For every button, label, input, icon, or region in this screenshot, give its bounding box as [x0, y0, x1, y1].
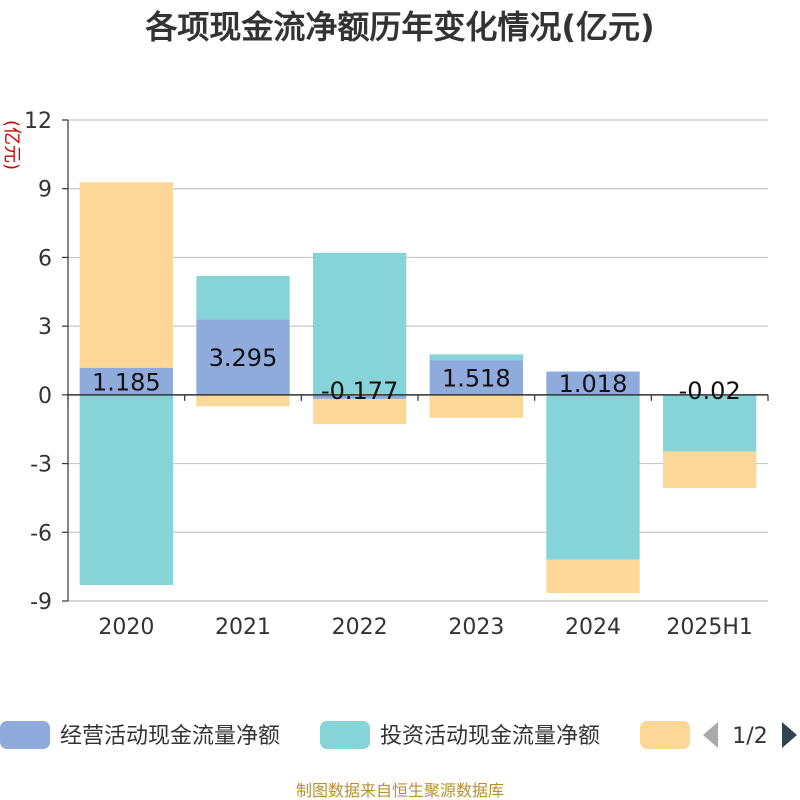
bar-series-3-2025H1[interactable] [663, 451, 757, 489]
chart-title: 各项现金流净额历年变化情况(亿元) [145, 8, 654, 46]
x-tick-label: 2022 [332, 615, 388, 640]
data-labels-group: 1.185 3.295 -0.177 1.518 1.018 -0.02 [92, 344, 741, 405]
bar-series-2-2025H1[interactable] [663, 395, 757, 452]
bar-series-1-2022[interactable] [313, 394, 407, 399]
bar-series-2-2023[interactable] [429, 354, 523, 361]
legend-swatch-1[interactable] [0, 721, 50, 749]
legend-label-1[interactable]: 经营活动现金流量净额 [60, 724, 280, 749]
y-tick-label: 6 [38, 246, 52, 271]
bar-series-2-2021[interactable] [196, 275, 290, 320]
legend-swatch-2[interactable] [320, 721, 370, 749]
bar-series-3-2022[interactable] [313, 398, 407, 425]
y-tick-label: 0 [38, 384, 52, 409]
data-label: 1.518 [442, 364, 511, 392]
y-axis-unit-label: (亿元) [1, 120, 22, 170]
bar-series-1-2021[interactable] [196, 319, 290, 395]
legend-label-2[interactable]: 投资活动现金流量净额 [380, 724, 600, 749]
bar-series-3-2020[interactable] [79, 182, 173, 368]
y-tick-label: -6 [30, 521, 52, 546]
bar-series-2-2022[interactable] [313, 252, 407, 395]
bar-series-1-2024[interactable] [546, 371, 640, 395]
legend-swatch-3[interactable] [640, 721, 690, 749]
bar-series-3-2023[interactable] [429, 394, 523, 418]
bar-series-1-2020[interactable] [79, 367, 173, 395]
bar-series-1-2023[interactable] [429, 360, 523, 395]
x-tick-label: 2024 [565, 615, 621, 640]
y-tick-label: 9 [38, 178, 52, 203]
bar-series-3-2024[interactable] [546, 559, 640, 593]
legend-page-indicator: 1/2 [732, 724, 767, 749]
data-label: 1.185 [92, 368, 161, 396]
y-tick-label: -3 [30, 453, 52, 478]
data-label: 3.295 [209, 344, 278, 372]
bar-series-3-2021[interactable] [196, 394, 290, 407]
data-label: -0.177 [321, 377, 398, 405]
bars-group [79, 182, 757, 593]
axes-group: 12 9 6 3 0 -3 -6 -9 2020 2021 2022 2023 2024 2025H1 [24, 109, 769, 640]
x-tick-label: 2025H1 [666, 615, 753, 640]
x-tick-label: 2020 [98, 615, 154, 640]
bar-series-2-2024[interactable] [546, 394, 640, 560]
y-tick-label: 3 [38, 315, 52, 340]
x-tick-label: 2021 [215, 615, 271, 640]
legend-next-page-arrow[interactable] [782, 722, 797, 748]
source-note: 制图数据来自恒生聚源数据库 [296, 781, 504, 800]
y-tick-label: 12 [24, 109, 52, 134]
data-label: -0.02 [679, 377, 741, 405]
legend-prev-page-arrow[interactable] [703, 722, 718, 748]
y-tick-label: -9 [30, 590, 52, 615]
bar-series-2-2020[interactable] [79, 394, 173, 585]
data-label: 1.018 [559, 370, 628, 398]
legend: 经营活动现金流量净额 投资活动现金流量净额 1/2 [0, 721, 797, 749]
x-tick-label: 2023 [448, 615, 504, 640]
